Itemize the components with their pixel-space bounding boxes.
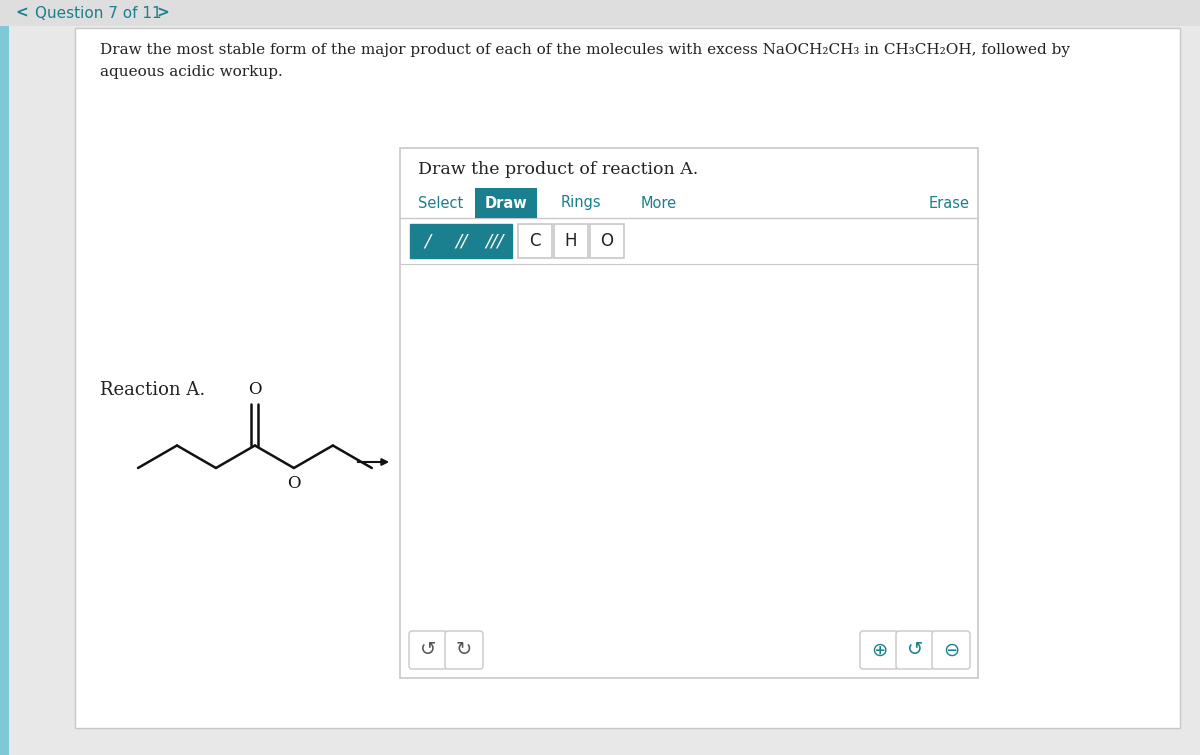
- Text: Draw: Draw: [485, 196, 527, 211]
- Text: ⊕: ⊕: [871, 640, 887, 660]
- Text: Erase: Erase: [929, 196, 970, 211]
- Bar: [554, 224, 588, 258]
- Text: Rings: Rings: [560, 196, 601, 211]
- Text: ///: ///: [485, 232, 503, 250]
- Text: >: >: [157, 5, 169, 20]
- Text: /: /: [424, 232, 430, 250]
- Bar: [475, 188, 538, 218]
- Bar: [518, 224, 552, 258]
- FancyBboxPatch shape: [932, 631, 970, 669]
- FancyBboxPatch shape: [409, 631, 446, 669]
- Text: ↺: ↺: [907, 640, 923, 660]
- Text: ↻: ↻: [456, 640, 472, 660]
- Text: //: //: [455, 232, 467, 250]
- Text: <: <: [16, 5, 29, 20]
- Text: O: O: [287, 475, 301, 492]
- Text: C: C: [529, 232, 541, 250]
- Bar: [0, 0, 1200, 26]
- Text: Draw the most stable form of the major product of each of the molecules with exc: Draw the most stable form of the major p…: [100, 43, 1070, 57]
- Bar: [410, 224, 512, 258]
- Text: Draw the product of reaction A.: Draw the product of reaction A.: [418, 162, 698, 178]
- Text: More: More: [641, 196, 677, 211]
- FancyBboxPatch shape: [896, 631, 934, 669]
- Text: H: H: [565, 232, 577, 250]
- FancyBboxPatch shape: [445, 631, 482, 669]
- Text: Question 7 of 11: Question 7 of 11: [35, 5, 161, 20]
- Bar: [0, 0, 10, 755]
- Text: ⊖: ⊖: [943, 640, 959, 660]
- Bar: [400, 148, 978, 678]
- Text: O: O: [248, 381, 262, 397]
- Text: Select: Select: [419, 196, 463, 211]
- Text: ↺: ↺: [420, 640, 436, 660]
- Bar: [590, 224, 624, 258]
- Text: O: O: [600, 232, 613, 250]
- FancyBboxPatch shape: [860, 631, 898, 669]
- Text: Reaction A.: Reaction A.: [100, 381, 205, 399]
- Text: aqueous acidic workup.: aqueous acidic workup.: [100, 65, 283, 79]
